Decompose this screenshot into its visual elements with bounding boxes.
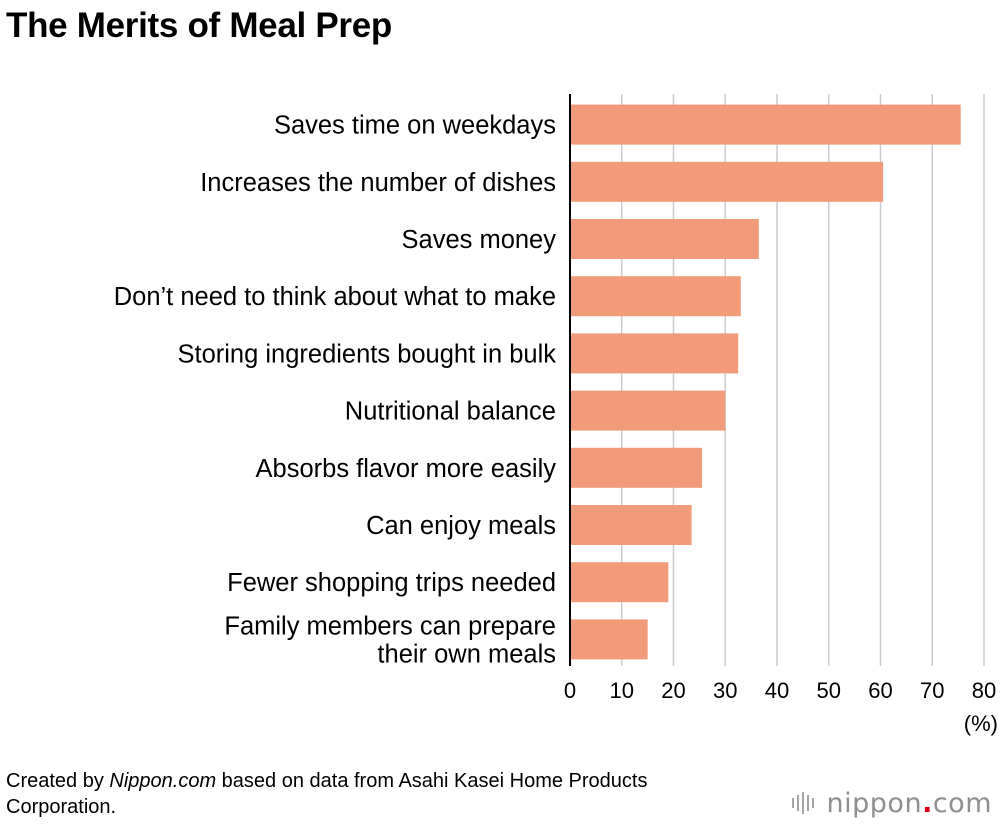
chart-title: The Merits of Meal Prep xyxy=(6,6,392,45)
bar xyxy=(570,447,702,488)
category-label: Saves money xyxy=(402,226,557,254)
category-labels: Saves time on weekdays Increases the numb… xyxy=(114,112,557,669)
x-tick-label: 80 xyxy=(972,678,996,703)
category-label: Absorbs flavor more easily xyxy=(256,455,557,483)
bar xyxy=(570,333,739,374)
source-site: Nippon.com xyxy=(109,770,217,792)
x-tick-label: 10 xyxy=(610,678,634,703)
category-label: Don’t need to think about what to make xyxy=(114,283,556,311)
bar xyxy=(570,104,961,145)
x-tick-label: 70 xyxy=(920,678,944,703)
x-tick-label: 20 xyxy=(661,678,685,703)
bars xyxy=(570,104,961,660)
x-tick-label: 30 xyxy=(713,678,737,703)
category-label: Storing ingredients bought in bulk xyxy=(177,340,556,368)
logo-bars-icon xyxy=(791,792,817,814)
x-tick-label: 0 xyxy=(564,678,576,703)
x-tick-label: 40 xyxy=(765,678,789,703)
bar-chart: Saves time on weekdays Increases the numb… xyxy=(114,94,998,736)
bar xyxy=(570,562,669,603)
x-tick-label: 60 xyxy=(868,678,892,703)
source-suffix: based on data from Asahi Kasei Home Prod… xyxy=(6,770,648,818)
bar xyxy=(570,390,726,431)
nippon-logo: nippon. com xyxy=(791,786,992,820)
source-note: Created by Nippon.com based on data from… xyxy=(6,768,726,820)
logo-tld: com xyxy=(932,787,992,819)
logo-name: nippon xyxy=(826,787,923,819)
logo-dot: . xyxy=(922,787,933,819)
category-label: Fewer shopping trips needed xyxy=(227,569,556,597)
x-tick-label: 50 xyxy=(817,678,841,703)
bar xyxy=(570,276,741,317)
category-label: Increases the number of dishes xyxy=(200,169,556,197)
category-label: Nutritional balance xyxy=(345,398,556,426)
bar xyxy=(570,161,884,202)
x-tick-labels: 0 10 20 30 40 50 60 70 80 xyxy=(564,678,996,703)
bar xyxy=(570,505,692,545)
category-label: Can enjoy meals xyxy=(366,512,556,540)
category-label: Saves time on weekdays xyxy=(274,112,556,140)
bar xyxy=(570,219,759,259)
category-label: Family members can prepare xyxy=(224,612,556,640)
bar xyxy=(570,619,648,660)
category-label: their own meals xyxy=(377,640,556,668)
source-prefix: Created by xyxy=(6,770,110,792)
x-unit-label: (%) xyxy=(964,711,998,736)
